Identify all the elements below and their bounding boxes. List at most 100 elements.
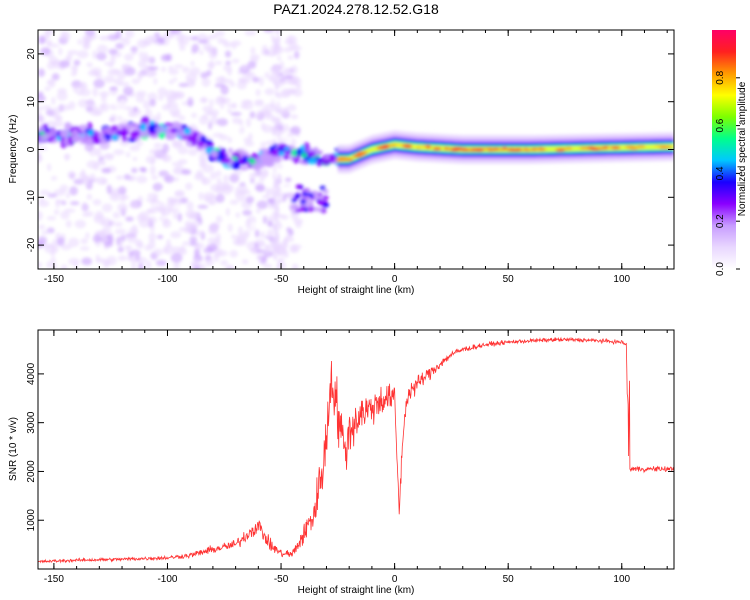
spectrogram-noise [119,196,126,202]
spectrogram-noise [161,104,171,111]
spectrogram-noise [220,84,229,95]
spectrogram-noise [135,256,148,264]
snr-series-line [38,336,674,564]
spectrogram-peak [493,147,499,151]
spectrogram-noise [51,263,58,269]
spectrogram-noise [241,259,249,265]
spectrogram-noise [279,60,285,71]
spectrogram-noise [38,68,46,77]
spectrogram-noise [95,254,100,264]
spectrogram-ridge-blob [92,137,101,144]
spectrogram-noise [275,128,280,135]
spectrogram-noise [39,189,51,196]
spectrogram-noise [215,193,225,203]
spectrogram-noise [272,128,277,135]
spectrogram-noise [278,108,283,115]
spectrogram-peak [449,148,460,152]
spectrogram-noise [284,177,292,183]
spectrogram-noise [57,237,65,247]
spectrogram-noise [164,174,175,184]
spectrogram-noise [166,238,171,249]
spectrogram-noise [290,114,299,120]
spectrogram-noise [55,199,66,204]
spectrogram-noise [96,176,108,185]
colorbar-tick-label: 0.2 [715,214,726,228]
spectrogram-noise [102,153,115,159]
spectrogram-noise [152,182,163,192]
spectrogram-ridge-blob [313,194,320,200]
spectrogram-noise [278,163,283,170]
spectrogram-noise [87,224,95,231]
spectrogram-noise [271,236,276,243]
spectrogram-peak [363,151,368,155]
spectrogram-noise [220,97,231,104]
spectrogram-noise [254,229,260,238]
spectrogram-noise [101,203,113,213]
spectrogram-peak [357,153,366,157]
spectrogram-noise [155,259,167,267]
spectrogram-ridge-blob [316,160,323,167]
spectrogram-noise [119,37,126,42]
spectrogram-noise [264,88,275,96]
spectrogram-noise [241,64,248,71]
spectrogram-noise [199,157,208,167]
spectrogram-noise [73,59,81,66]
spectrogram-noise [38,94,46,102]
spectrogram-noise [262,263,273,269]
x-tick-label: 100 [613,274,630,285]
spectrogram-noise [287,80,299,86]
colorbar-ticks: 0.0 0.2 0.4 0.6 0.8 [715,70,740,276]
spectrogram-noise [290,125,301,135]
spectrogram-noise [243,229,251,238]
spectrogram-ridge-blob [295,184,302,190]
spectrogram-noise [261,194,271,199]
spectrogram-noise [157,95,164,101]
spectrogram-noise [173,261,180,269]
spectrogram-noise [291,263,299,269]
spectrogram-noise [151,175,159,180]
spectrogram-noise [153,248,163,257]
x-tick-label: 50 [503,574,515,585]
spectrogram-noise [227,108,232,114]
spectrogram-noise [255,184,266,192]
spectrogram-noise [174,140,184,148]
spectrogram-noise [194,230,204,236]
spectrogram-noise [187,97,194,107]
spectrogram-noise [284,185,290,193]
spectrogram-noise [260,141,267,148]
spectrogram-noise [109,86,118,91]
spectrogram-noise [38,115,46,124]
spectrogram-noise [204,47,217,52]
spectrogram-peak [636,145,646,149]
spectrogram-noise [157,87,168,97]
spectrogram-noise [147,216,157,224]
spectrogram-noise [81,202,87,210]
spectrogram-ridge-blob [128,122,136,129]
spectrogram-noise [274,49,279,56]
spectrogram-peak [565,146,573,150]
spectrogram-ridge-blob [164,126,172,136]
spectrogram-noise [251,36,257,43]
spectrogram-peak [477,147,482,151]
spectrogram-noise [85,232,90,239]
spectrogram-blobs [38,30,674,269]
spectrogram-noise [199,49,204,56]
spectrogram-noise [199,97,209,103]
spectrogram-ridge-blob [227,147,233,154]
spectrogram-noise [225,207,231,217]
spectrogram-noise [264,244,270,253]
spectrogram-noise [162,247,169,254]
spectrogram-noise [102,217,112,227]
spectrogram-peak [401,144,412,148]
spectrogram-ridge-blob [129,130,138,140]
spectrogram-noise [51,73,60,81]
spectrogram-noise [117,71,127,80]
snr-y-label: SNR (10 * v/v) [8,417,19,481]
spectrogram-noise [252,76,260,83]
spectrogram-ridge-blob [255,162,261,167]
spectrogram-noise [38,36,46,45]
spectrogram-noise [227,223,233,233]
spectrogram-noise [38,236,48,245]
spectrogram-noise [273,222,278,229]
spectrogram-noise [271,191,276,198]
